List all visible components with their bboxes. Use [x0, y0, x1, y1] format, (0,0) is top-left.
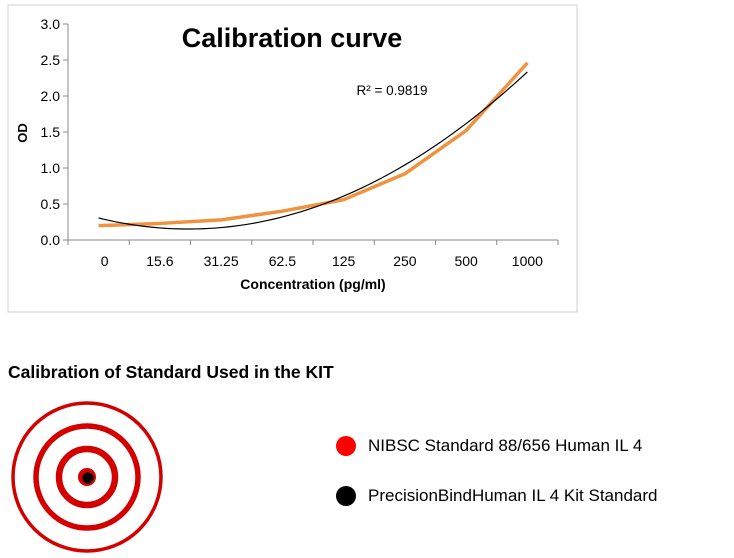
x-tick-label: 1000: [512, 253, 543, 269]
target-ring-outer: [11, 401, 163, 553]
series-line: [98, 61, 529, 228]
target-ring-middle: [33, 423, 141, 531]
chart-title: Calibration curve: [182, 23, 403, 53]
chart-border: [7, 4, 578, 313]
x-tick-label: 15.6: [146, 253, 173, 269]
y-axis-label: OD: [15, 123, 30, 143]
y-tick-label: 1.5: [41, 124, 61, 140]
y-tick-label: 1.0: [41, 160, 61, 176]
x-tick-label: 31.25: [204, 253, 239, 269]
x-tick-label: 500: [454, 253, 478, 269]
legend-item-nibsc: NIBSC Standard 88/656 Human IL 4: [336, 436, 642, 456]
legend-label: NIBSC Standard 88/656 Human IL 4: [368, 436, 643, 455]
r-squared-label: R² = 0.9819: [357, 83, 428, 98]
y-tick-label: 2.5: [41, 52, 61, 68]
y-tick-label: 0.0: [41, 232, 61, 248]
legend-item-kit-standard: PrecisionBindHuman IL 4 Kit Standard: [336, 486, 657, 506]
x-axis-label: Concentration (pg/ml): [240, 276, 385, 292]
red-dot-icon: [336, 436, 356, 456]
black-dot-icon: [336, 486, 356, 506]
x-tick-label: 62.5: [269, 253, 296, 269]
y-tick-label: 2.0: [41, 88, 61, 104]
target-icon: [11, 401, 163, 553]
x-tick-label: 250: [393, 253, 417, 269]
target-ring-inner: [55, 445, 119, 509]
section-title: Calibration of Standard Used in the KIT: [8, 362, 334, 382]
x-tick-label: 0: [101, 253, 109, 269]
target-black-dot: [82, 472, 94, 484]
legend-label: PrecisionBindHuman IL 4 Kit Standard: [368, 486, 658, 505]
calibration-chart: Calibration curve R² = 0.9819 OD Concent…: [7, 4, 578, 313]
trendline: [98, 71, 528, 230]
x-tick-label: 125: [332, 253, 356, 269]
y-tick-label: 3.0: [41, 16, 61, 32]
y-tick-label: 0.5: [41, 196, 61, 212]
